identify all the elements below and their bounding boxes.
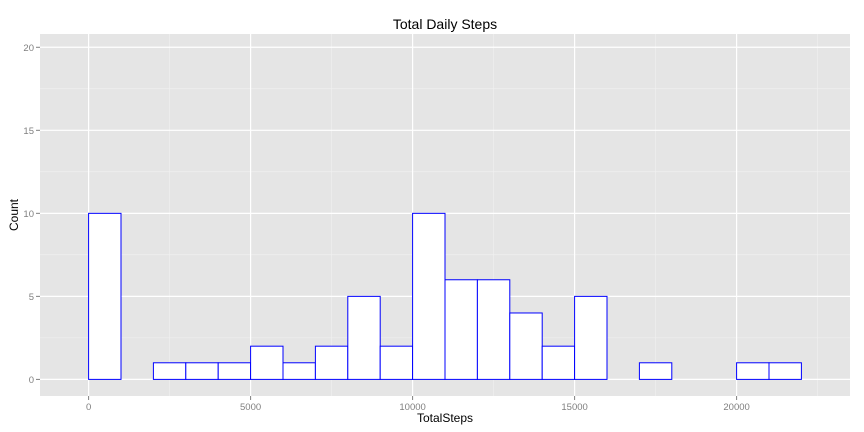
chart-title: Total Daily Steps <box>393 16 497 32</box>
histogram-bar-8 <box>314 345 349 380</box>
histogram-bar-9 <box>347 295 381 380</box>
histogram-bar-12 <box>444 279 478 380</box>
y-axis: 0 5 10 15 20 <box>23 43 40 386</box>
y-tick-label: 15 <box>23 126 34 137</box>
histogram-bar-5 <box>217 362 252 380</box>
y-tick-label: 10 <box>23 209 34 220</box>
y-tick-label: 0 <box>29 375 34 386</box>
histogram-bar-1 <box>88 212 122 380</box>
x-tick-label: 20000 <box>723 402 749 413</box>
histogram-bar-16 <box>574 295 608 380</box>
histogram-bar-7 <box>282 362 316 380</box>
y-axis-title: Count <box>7 198 21 231</box>
histogram-bar-18 <box>638 362 673 380</box>
x-tick-label: 5000 <box>240 402 261 413</box>
histogram-bar-13 <box>476 279 511 380</box>
histogram-bars <box>88 212 802 380</box>
histogram-bar-6 <box>250 345 284 380</box>
x-axis: 0 5000 10000 15000 20000 <box>86 396 750 413</box>
histogram-bar-21 <box>736 362 770 380</box>
x-tick-label: 0 <box>86 402 91 413</box>
histogram-bar-15 <box>541 345 576 380</box>
x-tick-label: 10000 <box>399 402 425 413</box>
histogram-bar-4 <box>185 362 219 380</box>
histogram-bar-22 <box>768 362 802 380</box>
y-tick-label: 5 <box>29 292 34 303</box>
histogram-bar-14 <box>509 312 543 380</box>
x-axis-title: TotalSteps <box>417 411 473 425</box>
y-tick-label: 20 <box>23 43 34 54</box>
histogram-bar-11 <box>412 212 446 380</box>
histogram-bar-10 <box>379 345 414 380</box>
x-tick-label: 15000 <box>561 402 587 413</box>
histogram-bar-3 <box>152 362 187 380</box>
